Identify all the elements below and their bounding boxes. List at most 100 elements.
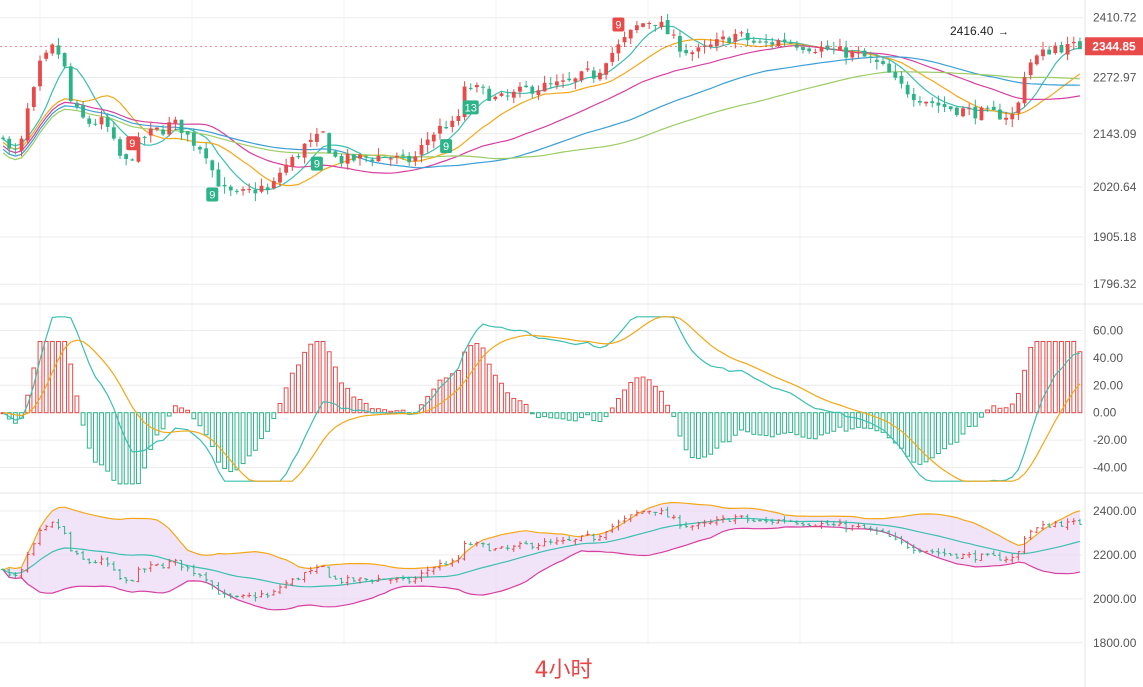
candle-body [124,154,129,159]
candle-body [253,189,258,194]
macd-bar [1065,340,1071,414]
candle-body [1,137,5,139]
y-tick-label: 1796.32 [1093,277,1137,291]
macd-bar [486,363,492,414]
macd-dea-line [3,316,1081,482]
td-marker-badge [612,17,625,32]
td-marker-label: 9 [129,138,135,150]
macd-bar [597,412,603,422]
macd-bar [99,412,104,466]
candle-body [782,39,787,42]
macd-bar [314,340,320,414]
macd-bar [929,412,935,459]
candle-body [155,127,159,130]
macd-bar [468,345,474,414]
candle-body [647,22,652,25]
macd-bar [720,412,726,443]
candle-body [216,169,221,187]
candle-body [887,63,892,73]
current-price-tag [1085,37,1143,56]
macd-bar [683,412,689,451]
candle-body [222,184,227,187]
y-tick-label: 2200.00 [1093,548,1137,562]
candle-body [191,132,196,146]
macd-bar [222,412,228,470]
candle-body [579,71,584,81]
macd-bar [148,412,154,450]
macd-bar [591,412,597,422]
candle-body [468,87,473,89]
macd-bar [751,412,757,435]
macd-bar [849,412,855,430]
candle-body [394,155,399,158]
candle-body [936,102,941,106]
macd-bar [123,412,129,485]
timeframe-label: 4小时 [534,658,593,683]
candle-body [961,108,965,117]
macd-bar [197,412,203,427]
td-marker-label: 9 [443,141,449,153]
candle-body [831,48,836,50]
candle-body [1059,45,1064,53]
macd-bar [726,412,732,443]
candle-body [25,108,30,141]
macd-bar [1077,351,1083,414]
macd-bar [886,412,892,439]
macd-bar [252,412,258,451]
candle-body [979,107,984,121]
macd-bar [634,377,640,414]
ma-line [2,25,1080,191]
candle-body [50,44,55,54]
ma-line [2,71,1080,161]
candle-body [745,32,750,41]
candle-body [727,37,732,44]
candle-body [838,46,842,51]
candle-body [161,129,165,135]
candle-body [493,96,498,100]
macd-bar [812,412,818,440]
macd-bar [308,343,314,414]
macd-bar [689,412,695,458]
candle-body [1053,45,1058,54]
candle-body [185,131,190,135]
macd-bar [332,366,338,414]
candle-body [548,83,553,85]
candle-body [899,75,904,84]
candle-body [554,81,559,86]
y-tick-label: 40.00 [1093,351,1123,365]
candle-body [948,106,953,110]
candle-body [511,91,516,98]
macd-bar [640,376,646,414]
candle-body [659,21,664,28]
candle-body [788,42,793,44]
macd-bar [628,382,634,414]
macd-histogram [0,340,1083,485]
macd-bar [105,412,111,472]
macd-bar [166,412,172,417]
macd-bar [788,412,794,433]
macd-bar [831,412,837,432]
macd-bar [1028,346,1034,414]
y-tick-label: 1905.18 [1093,230,1137,244]
macd-bar [825,412,831,434]
macd-bar [154,412,160,436]
macd-bar [935,412,941,455]
candle-body [345,154,350,164]
macd-bar [800,412,806,438]
y-tick-label: 2410.72 [1093,11,1137,25]
macd-bar [659,390,664,414]
macd-bar [326,351,332,414]
candle-body [388,158,393,160]
candle-body [401,154,405,156]
candle-body [696,47,701,52]
macd-bar [345,387,351,414]
candle-body [573,78,578,82]
candle-body [81,104,85,118]
candle-body [105,117,110,127]
candle-body [998,109,1002,120]
y-tick-label: 20.00 [1093,378,1123,392]
y-tick-label: 2000.00 [1093,592,1137,606]
macd-bar [80,412,86,426]
candle-body [456,116,461,122]
macd-bar [794,412,800,436]
